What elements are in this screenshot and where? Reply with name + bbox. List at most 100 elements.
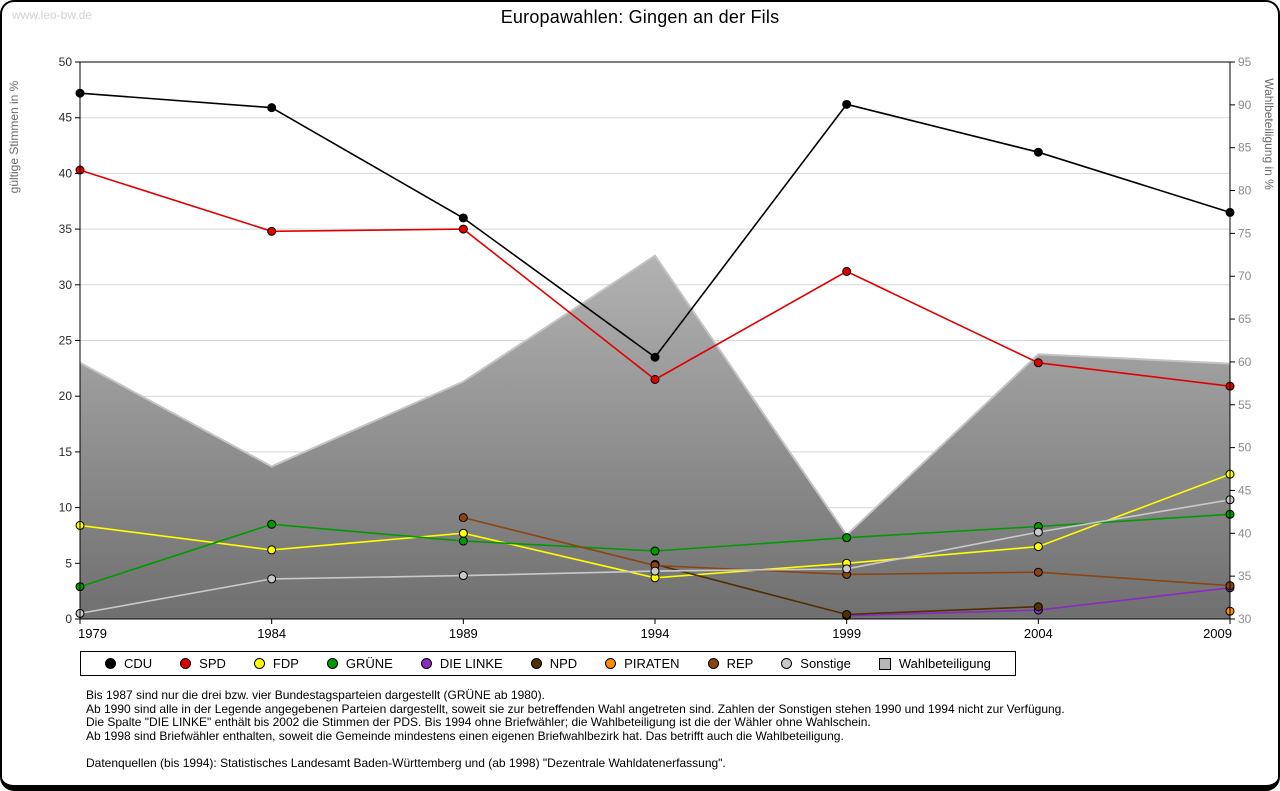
data-point-sonstige [458, 571, 468, 581]
data-point-cdu [842, 99, 852, 109]
right-tick-label: 70 [1238, 269, 1252, 283]
data-point-cdu [650, 352, 660, 362]
data-point-cdu [458, 213, 468, 223]
legend-label: NPD [549, 656, 578, 671]
right-tick-label: 50 [1238, 441, 1252, 455]
turnout-line [79, 254, 1231, 537]
left-tick-label: 5 [65, 556, 72, 570]
left-tick-label: 0 [65, 612, 72, 626]
page-title: Europawahlen: Gingen an der Fils [500, 7, 780, 27]
legend-marker-die-linke [420, 658, 432, 669]
right-tick-label: 80 [1238, 184, 1252, 198]
note-line: Datenquellen (bis 1994): Statistisches L… [86, 755, 726, 770]
legend-label: Sonstige [800, 656, 851, 671]
legend-label: GRÜNE [345, 656, 393, 671]
x-tick-label: 1984 [257, 626, 286, 641]
legend-marker-npd [530, 658, 542, 669]
left-tick-label: 30 [59, 278, 73, 292]
left-tick-label: 10 [59, 501, 73, 515]
legend-marker-wahlbeteiligung [878, 657, 891, 670]
data-point-rep [1033, 567, 1043, 577]
x-tick-label: 1979 [78, 626, 107, 641]
x-tick-label: 1999 [832, 626, 861, 641]
legend-item-wahlbeteiligung: Wahlbeteiligung [878, 656, 991, 671]
note-line: Ab 1998 sind Briefwähler enthalten, sowe… [86, 728, 844, 743]
note-line: Bis 1987 sind nur die drei bzw. vier Bun… [86, 688, 545, 702]
data-point-rep [458, 513, 468, 523]
data-point-cdu [267, 103, 277, 113]
legend-marker-cdu [105, 658, 116, 669]
right-axis-title: Wahlbeteiligung in % [1262, 78, 1276, 190]
data-point-spd [842, 266, 852, 276]
data-point-npd [842, 610, 852, 620]
left-tick-label: 35 [59, 222, 73, 236]
legend-label: REP [726, 656, 754, 671]
data-point-sonstige [267, 574, 277, 584]
data-point-fdp [458, 528, 468, 538]
legend-marker-sonstige [781, 658, 793, 669]
right-tick-label: 85 [1238, 141, 1252, 155]
turnout-area [80, 255, 1230, 619]
legend-marker-fdp [253, 658, 265, 669]
left-tick-label: 25 [59, 334, 73, 348]
left-tick-label: 45 [59, 111, 73, 125]
legend-label: PIRATEN [624, 656, 680, 671]
watermark: www.leo-bw.de [12, 8, 93, 22]
right-tick-label: 60 [1238, 355, 1252, 369]
data-point-spd [267, 226, 277, 236]
left-tick-label: 50 [59, 55, 73, 69]
right-tick-label: 90 [1238, 98, 1252, 112]
data-point-gr-ne [842, 533, 852, 543]
left-tick-label: 20 [59, 389, 73, 403]
legend-label: DIE LINKE [439, 656, 503, 671]
data-point-gr-ne [458, 536, 468, 546]
right-tick-label: 55 [1238, 398, 1252, 412]
chart-legend: CDU SPD FDP GRÜNE DIE LINKE NPD PIRATEN REP Sons… [80, 651, 1016, 676]
right-tick-label: 95 [1238, 55, 1252, 69]
legend-label: Wahlbeteiligung [898, 656, 991, 671]
election-chart: 0 5 10 15 20 25 30 35 40 45 50 30 35 40 45 50 55 60 65 70 75… [7, 55, 1276, 641]
right-tick-label: 35 [1238, 569, 1252, 583]
legend-label: SPD [199, 656, 226, 671]
data-point-gr-ne [650, 546, 660, 556]
legend-item-sonstige: Sonstige [781, 656, 851, 671]
right-tick-label: 75 [1238, 226, 1252, 240]
footnotes: Bis 1987 sind nur die drei bzw. vier Bun… [86, 688, 1065, 770]
note-line: Ab 1990 sind alle in der Legende angegeb… [86, 701, 1065, 716]
legend-item-die-linke: DIE LINKE [420, 656, 503, 671]
legend-marker-piraten [605, 658, 617, 669]
left-tick-label: 15 [59, 445, 73, 459]
left-tick-label: 40 [59, 166, 73, 180]
data-point-fdp [1033, 542, 1043, 552]
note-line [86, 743, 1065, 757]
legend-item-npd: NPD [530, 656, 578, 671]
data-point-cdu [1033, 147, 1043, 157]
legend-item-piraten: PIRATEN [605, 656, 680, 671]
x-tick-label: 1994 [641, 626, 670, 641]
data-point-spd [458, 224, 468, 234]
left-axis-title: gültige Stimmen in % [7, 80, 21, 193]
data-point-fdp [267, 545, 277, 555]
legend-marker-gr-ne [326, 658, 338, 669]
right-tick-label: 65 [1238, 312, 1252, 326]
legend-label: FDP [272, 656, 299, 671]
legend-label: CDU [124, 656, 153, 671]
legend-item-gr-ne: GRÜNE [326, 656, 393, 671]
legend-item-rep: REP [707, 656, 754, 671]
x-tick-label: 1989 [449, 626, 478, 641]
legend-marker-spd [180, 658, 192, 669]
legend-item-cdu: CDU [105, 656, 152, 671]
data-point-sonstige [1033, 527, 1043, 537]
right-tick-label: 30 [1238, 612, 1252, 626]
data-point-spd [650, 374, 660, 384]
data-point-sonstige [842, 564, 852, 574]
legend-marker-rep [707, 658, 719, 669]
right-tick-label: 45 [1238, 483, 1252, 497]
right-tick-label: 40 [1238, 526, 1252, 540]
data-point-npd [1033, 602, 1043, 612]
note-line: Die Spalte "DIE LINKE" enthält bis 2002 … [86, 715, 871, 729]
x-tick-label: 2009 [1203, 626, 1232, 641]
legend-item-fdp: FDP [253, 656, 299, 671]
legend-item-spd: SPD [180, 656, 226, 671]
